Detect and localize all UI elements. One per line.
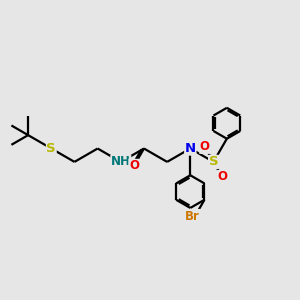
Text: S: S [209,155,218,168]
Text: Br: Br [185,209,200,223]
Text: NH: NH [111,155,131,168]
Text: O: O [217,170,227,183]
Text: O: O [200,140,210,153]
Text: O: O [129,159,139,172]
Text: S: S [46,142,56,155]
Text: N: N [185,142,196,155]
